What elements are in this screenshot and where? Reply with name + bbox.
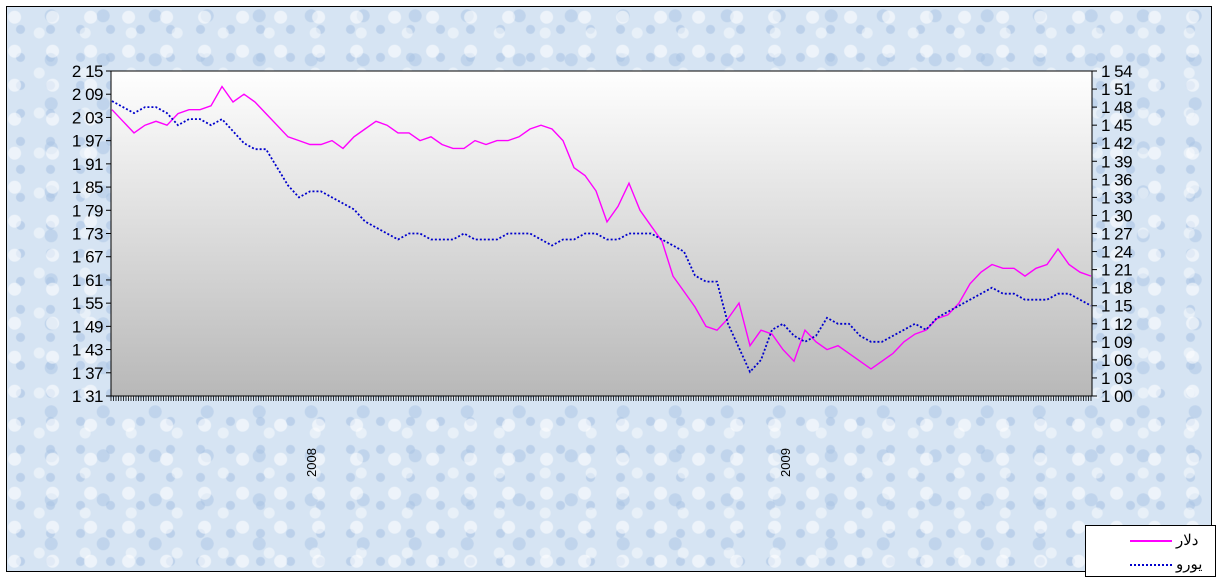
x-axis-ticks	[110, 396, 1092, 401]
legend-item-eur: یورو	[1092, 554, 1212, 574]
right-tick-label: 1 12	[1101, 315, 1132, 334]
left-tick-label: 1 79	[72, 201, 103, 220]
series-line-1	[111, 100, 1092, 374]
right-tick-label: 1 18	[1101, 279, 1132, 298]
right-tick-label: 1 15	[1101, 297, 1132, 316]
left-tick-label: 2 15	[72, 62, 103, 81]
legend-label-usd: دلار	[1176, 532, 1199, 549]
right-tick-label: 1 45	[1101, 116, 1132, 135]
left-tick-label: 1 37	[72, 364, 103, 383]
series-layer	[111, 85, 1092, 374]
right-tick-label: 1 03	[1101, 369, 1132, 388]
left-tick-label: 2 09	[72, 85, 103, 104]
right-tick-label: 1 39	[1101, 152, 1132, 171]
left-tick-label: 1 55	[72, 294, 103, 313]
left-tick-label: 1 85	[72, 178, 103, 197]
right-tick-label: 1 24	[1101, 243, 1132, 262]
x-minor-ticks	[110, 396, 1092, 401]
left-tick-label: 1 73	[72, 225, 103, 244]
left-tick-label: 1 31	[72, 387, 103, 406]
left-tick-label: 1 61	[72, 271, 103, 290]
left-tick-label: 1 67	[72, 248, 103, 267]
right-tick-label: 1 27	[1101, 225, 1132, 244]
plot-area	[110, 70, 1093, 397]
legend-label-eur: یورو	[1176, 556, 1203, 573]
x-label-2009: 2009	[778, 448, 793, 477]
right-tick-label: 1 09	[1101, 333, 1132, 352]
right-tick-label: 1 42	[1101, 134, 1132, 153]
right-tick-label: 1 54	[1101, 62, 1132, 81]
left-tick-label: 1 49	[72, 317, 103, 336]
legend-line-eur	[1130, 564, 1172, 566]
right-tick-label: 1 36	[1101, 170, 1132, 189]
right-axis: 1 541 511 481 451 421 391 361 331 301 27…	[1092, 62, 1133, 406]
chart: 2 15 2 09 2 03 1 97 1 91 1 85 1 79 1 73 1 67 1 61…	[72, 62, 1133, 477]
right-tick-label: 1 51	[1101, 80, 1132, 99]
left-axis: 2 15 2 09 2 03 1 97 1 91 1 85 1 79 1 73 1 67 1 61…	[72, 62, 111, 406]
left-tick-label: 2 03	[72, 108, 103, 127]
right-tick-label: 1 21	[1101, 261, 1132, 280]
legend-line-usd	[1130, 540, 1172, 542]
right-tick-label: 1 48	[1101, 98, 1132, 117]
right-tick-label: 1 06	[1101, 351, 1132, 370]
legend: دلار یورو	[1085, 525, 1216, 577]
x-axis-labels: 2008 2009	[304, 448, 793, 477]
right-tick-label: 1 00	[1101, 387, 1132, 406]
left-tick-label: 1 97	[72, 132, 103, 151]
legend-item-usd: دلار	[1092, 530, 1212, 550]
chart-frame: 2 15 2 09 2 03 1 97 1 91 1 85 1 79 1 73 1 67 1 61…	[6, 6, 1216, 577]
left-tick-label: 1 43	[72, 341, 103, 360]
right-tick-label: 1 30	[1101, 206, 1132, 225]
x-label-2008: 2008	[304, 448, 319, 477]
left-tick-label: 1 91	[72, 155, 103, 174]
right-tick-label: 1 33	[1101, 188, 1132, 207]
